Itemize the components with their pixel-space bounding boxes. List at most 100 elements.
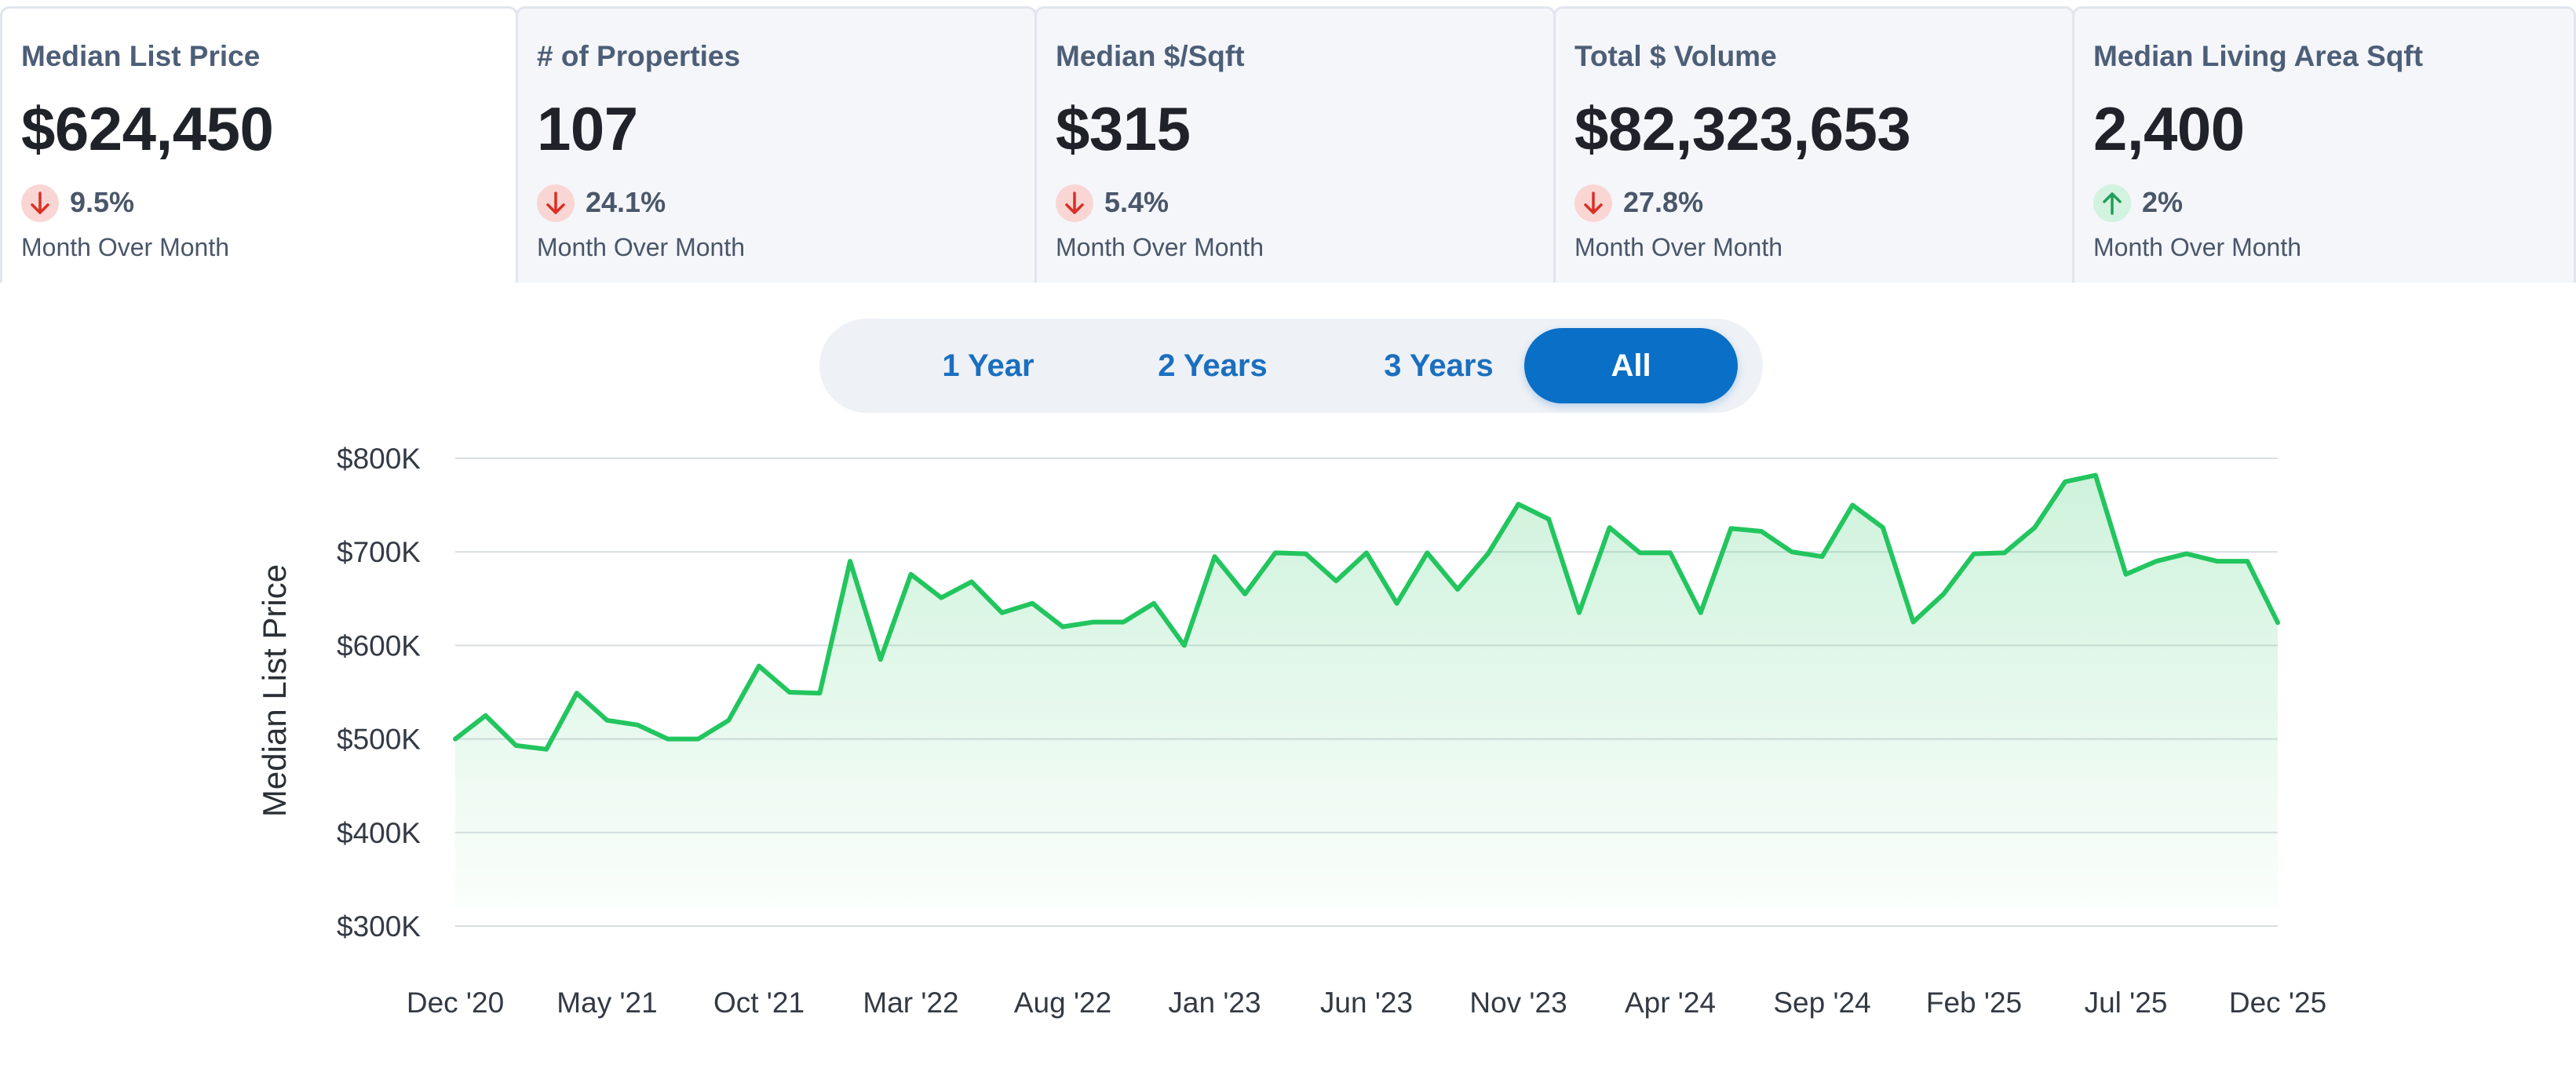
data-point[interactable] (1908, 617, 1919, 628)
data-point[interactable] (1483, 549, 1494, 560)
arrow-down-icon (21, 184, 59, 222)
metric-card-properties[interactable]: # of Properties 107 24.1% Month Over Mon… (516, 6, 1037, 283)
data-point[interactable] (1057, 622, 1068, 633)
data-point[interactable] (541, 744, 552, 755)
data-point[interactable] (693, 734, 704, 745)
data-point[interactable] (1756, 526, 1767, 537)
x-tick-label: Aug '22 (1014, 987, 1111, 1019)
data-point[interactable] (1210, 551, 1220, 562)
data-point[interactable] (450, 734, 461, 745)
data-point[interactable] (753, 661, 764, 672)
data-point[interactable] (1817, 551, 1828, 562)
data-point[interactable] (906, 569, 917, 580)
card-value: $315 (1056, 94, 1191, 163)
data-point[interactable] (662, 734, 673, 745)
x-tick-label: Feb '25 (1926, 987, 2022, 1019)
data-point[interactable] (1392, 598, 1403, 609)
x-tick-label: Mar '22 (863, 987, 958, 1019)
data-point[interactable] (1665, 547, 1676, 558)
data-point[interactable] (1361, 547, 1372, 558)
delta-value: 24.1% (586, 186, 666, 218)
data-point[interactable] (1027, 598, 1038, 609)
data-point[interactable] (875, 654, 886, 665)
metric-card-total-volume[interactable]: Total $ Volume $82,323,653 27.8% Month O… (1553, 6, 2074, 283)
data-point[interactable] (1330, 575, 1341, 586)
data-point[interactable] (845, 556, 856, 567)
arrow-down-icon (537, 184, 575, 222)
delta-value: 27.8% (1623, 186, 1704, 218)
data-point[interactable] (1270, 547, 1281, 558)
data-point[interactable] (723, 715, 734, 726)
data-point[interactable] (1968, 549, 1979, 560)
card-title: Median List Price (21, 40, 261, 72)
delta-period: Month Over Month (1574, 233, 1782, 261)
data-point[interactable] (510, 740, 521, 751)
x-tick-label: Dec '20 (407, 987, 504, 1019)
data-point[interactable] (1543, 513, 1554, 524)
data-point[interactable] (2060, 476, 2071, 487)
data-point[interactable] (1118, 617, 1129, 628)
y-tick-label: $800K (337, 443, 421, 475)
data-point[interactable] (1786, 546, 1797, 557)
x-tick-label: Jan '23 (1168, 987, 1261, 1019)
metric-card-median-living-area[interactable]: Median Living Area Sqft 2,400 2% Month O… (2072, 6, 2576, 283)
data-point[interactable] (2029, 522, 2040, 533)
delta-value: 2% (2142, 186, 2184, 218)
data-point[interactable] (1088, 617, 1099, 628)
data-point[interactable] (2272, 617, 2283, 628)
series-line (453, 472, 2280, 752)
data-point[interactable] (1148, 598, 1159, 609)
data-point[interactable] (1301, 549, 1312, 560)
data-point[interactable] (2212, 556, 2223, 567)
data-point[interactable] (1847, 500, 1858, 511)
data-point[interactable] (1604, 522, 1615, 533)
data-point[interactable] (966, 576, 977, 587)
data-point[interactable] (936, 593, 947, 604)
data-point[interactable] (2090, 469, 2101, 480)
data-point[interactable] (2151, 556, 2162, 567)
y-axis-title: Median List Price (256, 564, 293, 817)
x-tick-label: Oct '21 (713, 987, 805, 1019)
data-point[interactable] (602, 715, 613, 726)
data-point[interactable] (1695, 607, 1706, 618)
range-1-year-button[interactable]: 1 Year (942, 348, 1034, 383)
card-value: $82,323,653 (1574, 94, 1911, 163)
data-point[interactable] (2121, 569, 2132, 580)
data-point[interactable] (632, 720, 643, 731)
data-point[interactable] (1634, 547, 1645, 558)
x-tick-label: May '21 (556, 987, 657, 1019)
card-value: 2,400 (2093, 94, 2245, 163)
y-tick-label: $500K (337, 724, 421, 756)
range-all-button[interactable]: All (1524, 328, 1738, 403)
data-point[interactable] (480, 710, 491, 721)
data-point[interactable] (1938, 589, 1949, 600)
card-value: $624,450 (21, 94, 274, 163)
data-point[interactable] (1513, 498, 1524, 509)
delta-period: Month Over Month (2093, 233, 2301, 261)
data-point[interactable] (784, 687, 795, 698)
data-point[interactable] (1239, 589, 1250, 600)
data-point[interactable] (1452, 584, 1463, 595)
x-tick-label: Sep '24 (1773, 987, 1870, 1019)
range-2-years-button[interactable]: 2 Years (1158, 348, 1268, 383)
data-point[interactable] (2181, 549, 2192, 560)
data-point[interactable] (2242, 556, 2253, 567)
card-title: # of Properties (537, 40, 741, 72)
data-point[interactable] (814, 688, 825, 698)
data-point[interactable] (1574, 607, 1585, 618)
y-tick-label: $400K (337, 817, 421, 849)
arrow-up-icon (2093, 184, 2131, 222)
data-point[interactable] (1421, 547, 1432, 558)
metric-card-median-price-per-sqft[interactable]: Median $/Sqft $315 5.4% Month Over Month (1034, 6, 1556, 283)
x-tick-label: Nov '23 (1469, 987, 1567, 1019)
data-point[interactable] (997, 607, 1008, 618)
range-3-years-button[interactable]: 3 Years (1384, 348, 1494, 383)
data-point[interactable] (1725, 523, 1736, 534)
data-point[interactable] (1179, 640, 1190, 651)
data-point[interactable] (571, 688, 582, 698)
data-point[interactable] (1999, 547, 2010, 558)
metric-card-median-list-price[interactable]: Median List Price $624,450 9.5% Month Ov… (0, 6, 518, 283)
data-point[interactable] (1877, 522, 1888, 533)
card-value: 107 (537, 94, 638, 163)
card-title: Total $ Volume (1574, 40, 1777, 72)
